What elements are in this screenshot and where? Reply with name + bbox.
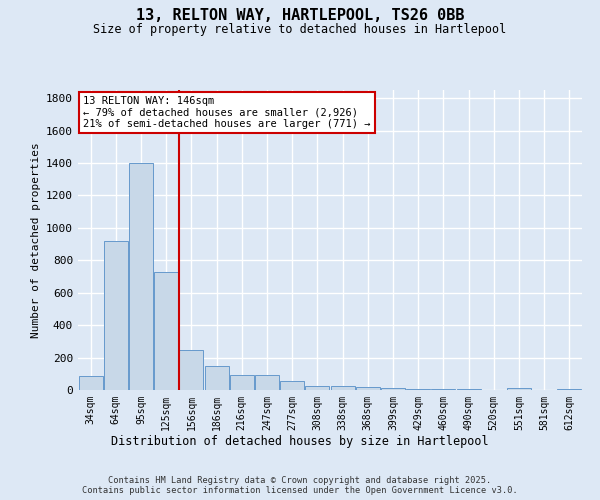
Bar [331, 386, 355, 390]
Text: Size of property relative to detached houses in Hartlepool: Size of property relative to detached ho… [94, 22, 506, 36]
Text: Contains HM Land Registry data © Crown copyright and database right 2025.
Contai: Contains HM Land Registry data © Crown c… [82, 476, 518, 495]
Bar [280, 381, 304, 390]
Bar [129, 163, 153, 390]
Bar [406, 389, 430, 390]
Bar [255, 376, 279, 390]
Bar [79, 376, 103, 390]
Bar [305, 386, 329, 390]
Bar [179, 350, 203, 390]
Bar [154, 272, 178, 390]
Text: 13 RELTON WAY: 146sqm
← 79% of detached houses are smaller (2,926)
21% of semi-d: 13 RELTON WAY: 146sqm ← 79% of detached … [83, 96, 371, 129]
Bar [457, 389, 481, 390]
Bar [507, 388, 531, 390]
Bar [230, 376, 254, 390]
Text: Distribution of detached houses by size in Hartlepool: Distribution of detached houses by size … [111, 435, 489, 448]
Bar [431, 389, 455, 390]
Text: 13, RELTON WAY, HARTLEPOOL, TS26 0BB: 13, RELTON WAY, HARTLEPOOL, TS26 0BB [136, 8, 464, 22]
Bar [205, 366, 229, 390]
Bar [381, 388, 405, 390]
Bar [557, 389, 581, 390]
Bar [104, 241, 128, 390]
Y-axis label: Number of detached properties: Number of detached properties [31, 142, 41, 338]
Bar [356, 387, 380, 390]
